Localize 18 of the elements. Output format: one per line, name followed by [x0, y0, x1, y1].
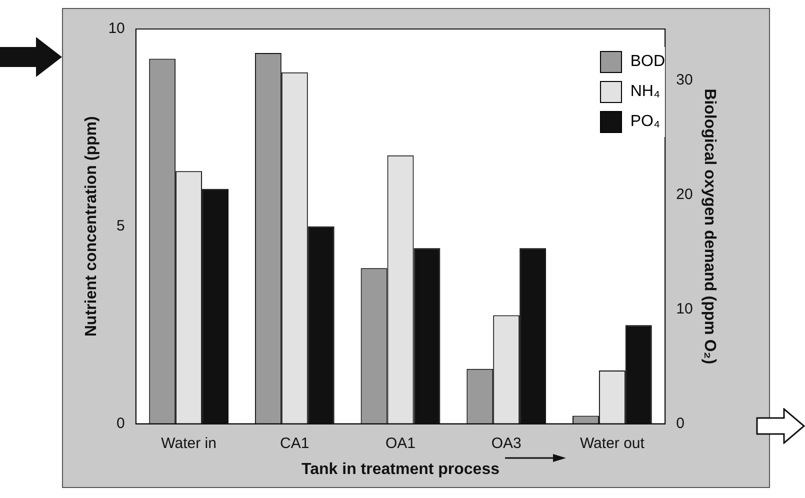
y2-axis-title: Biological oxygen demand (ppm O₂)	[700, 88, 718, 364]
legend-label: NH₄	[630, 82, 660, 102]
x-tick-label: OA1	[385, 434, 416, 452]
y-axis-title: Nutrient concentration (ppm)	[83, 116, 100, 337]
legend-label: PO₄	[630, 112, 660, 132]
y2-tick-label: 30	[676, 72, 693, 89]
x-tick-label: CA1	[280, 434, 310, 452]
y2-tick-label: 0	[676, 414, 684, 432]
x-axis-title: Tank in treatment process	[302, 460, 500, 478]
x-tick-label: OA3	[491, 434, 522, 452]
y2-tick-label: 10	[676, 300, 693, 318]
legend-label: BOD	[630, 52, 665, 72]
x-tick-label: Water out	[580, 434, 646, 452]
x-tick-label: Water in	[161, 434, 216, 452]
y2-tick-label: 20	[676, 186, 693, 204]
y-tick-label: 5	[116, 218, 125, 235]
y-tick-label: 10	[108, 20, 125, 38]
y-tick-label: 0	[116, 414, 125, 432]
